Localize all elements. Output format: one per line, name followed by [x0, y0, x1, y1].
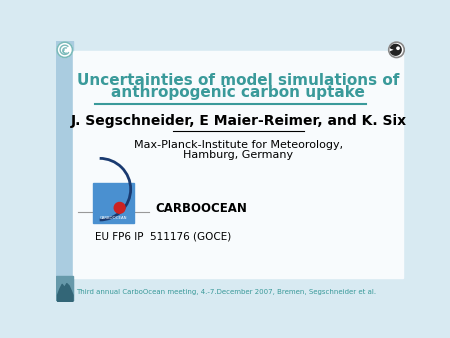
- Text: Hamburg, Germany: Hamburg, Germany: [183, 149, 293, 160]
- Text: Third annual CarboOcean meeting, 4.-7.December 2007, Bremen, Segschneider et al.: Third annual CarboOcean meeting, 4.-7.De…: [76, 289, 376, 295]
- Bar: [73, 51, 403, 279]
- Circle shape: [389, 42, 404, 57]
- Bar: [56, 41, 73, 301]
- Text: anthropogenic carbon uptake: anthropogenic carbon uptake: [112, 86, 365, 100]
- Bar: [94, 183, 134, 223]
- Text: Uncertainties of model simulations of: Uncertainties of model simulations of: [77, 73, 400, 88]
- Text: J. Segschneider, E Maier-Reimer, and K. Six: J. Segschneider, E Maier-Reimer, and K. …: [70, 114, 406, 128]
- Circle shape: [114, 202, 125, 213]
- Text: CARBOOCEAN: CARBOOCEAN: [100, 216, 127, 220]
- Bar: [56, 276, 73, 301]
- Circle shape: [57, 42, 72, 57]
- Text: EU FP6 IP  511176 (GOCE): EU FP6 IP 511176 (GOCE): [95, 231, 231, 241]
- Wedge shape: [391, 44, 401, 55]
- Circle shape: [397, 47, 399, 49]
- Text: CARBOOCEAN: CARBOOCEAN: [155, 202, 248, 215]
- Text: Max-Planck-Institute for Meteorology,: Max-Planck-Institute for Meteorology,: [134, 140, 343, 149]
